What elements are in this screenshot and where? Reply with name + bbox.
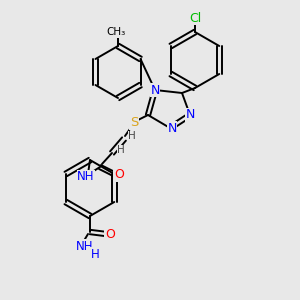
Text: NH: NH	[77, 170, 95, 184]
Text: H: H	[117, 145, 125, 155]
Text: CH₃: CH₃	[106, 27, 126, 37]
Text: S: S	[130, 116, 138, 130]
Text: N: N	[150, 83, 160, 97]
Text: H: H	[91, 248, 99, 260]
Text: Cl: Cl	[189, 11, 201, 25]
Text: H: H	[128, 131, 136, 141]
Text: O: O	[114, 169, 124, 182]
Text: N: N	[167, 122, 177, 134]
Text: NH: NH	[76, 239, 94, 253]
Text: O: O	[105, 227, 115, 241]
Text: N: N	[185, 109, 195, 122]
